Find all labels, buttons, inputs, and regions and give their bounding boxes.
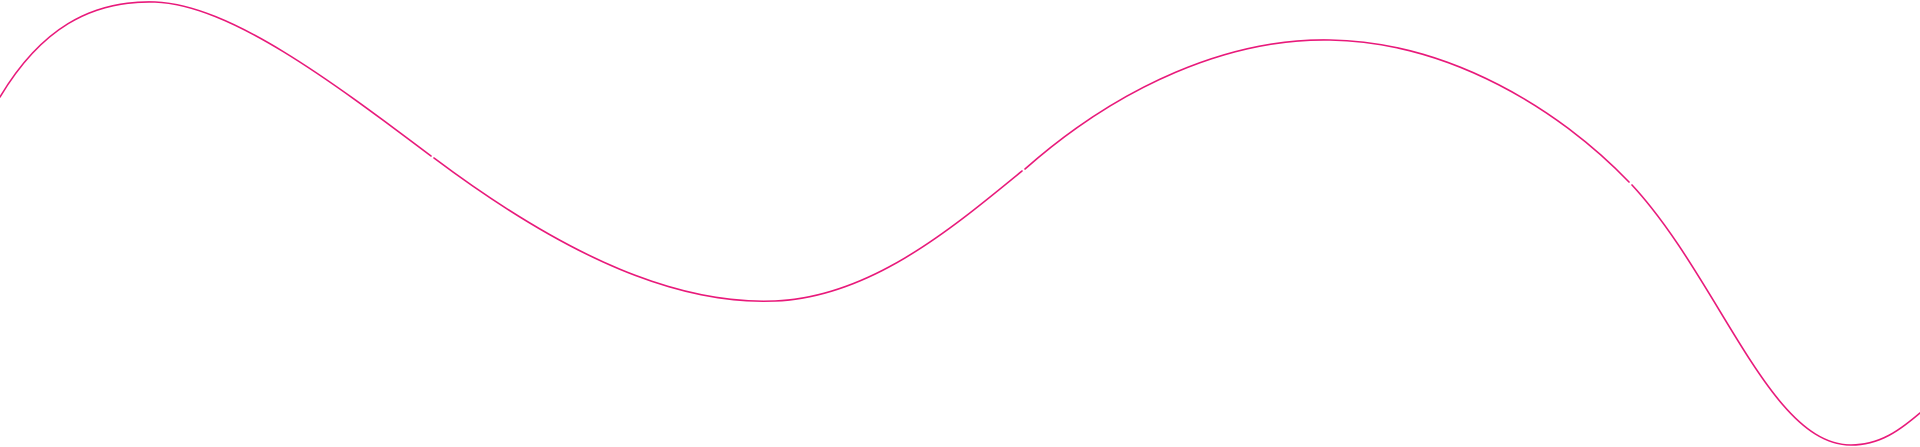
wave-segment-1 — [0, 1, 432, 157]
wave-segment-2 — [433, 157, 1023, 303]
wave-segment-3 — [1024, 39, 1630, 183]
wave-segment-4 — [1631, 184, 1920, 446]
